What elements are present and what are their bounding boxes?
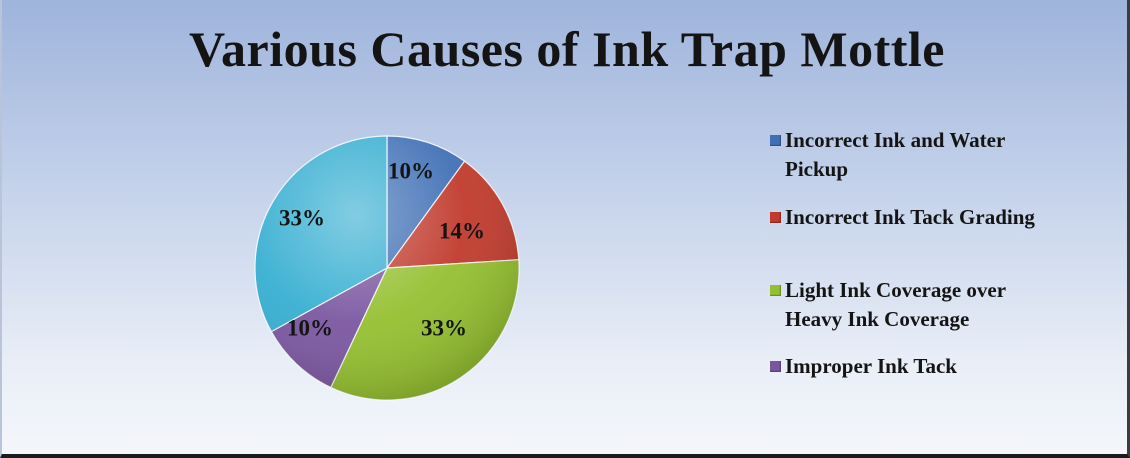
pie-value-label-3: 33% bbox=[421, 315, 467, 340]
legend-label: Light Ink Coverage over Heavy Ink Covera… bbox=[785, 278, 1007, 331]
legend-label: Improper Ink Tack bbox=[785, 354, 957, 378]
legend-item-incorrect-ink-tack-grading: Incorrect Ink Tack Grading bbox=[770, 203, 1125, 232]
pie-gloss-overlay bbox=[255, 136, 519, 400]
legend-item-improper-ink-tack: Improper Ink Tack bbox=[770, 352, 1125, 381]
chart-title: Various Causes of Ink Trap Mottle bbox=[189, 21, 945, 77]
pie-value-label-5: 33% bbox=[279, 205, 325, 230]
legend-item-incorrect-ink-and-water-pickup: Incorrect Ink and Water Pickup bbox=[770, 126, 1125, 184]
legend-label: Incorrect Ink Tack Grading bbox=[785, 205, 1035, 229]
legend-swatch-purple bbox=[770, 361, 781, 372]
pie-value-label-2: 14% bbox=[439, 218, 485, 243]
legend-swatch-red bbox=[770, 212, 781, 223]
legend-item-light-ink-coverage: Light Ink Coverage over Heavy Ink Covera… bbox=[770, 276, 1125, 334]
pie-value-label-4: 10% bbox=[287, 315, 333, 340]
pie-value-label-1: 10% bbox=[388, 158, 434, 183]
legend-swatch-green bbox=[770, 285, 781, 296]
legend-swatch-blue bbox=[770, 135, 781, 146]
legend-label: Incorrect Ink and Water Pickup bbox=[785, 128, 1006, 181]
